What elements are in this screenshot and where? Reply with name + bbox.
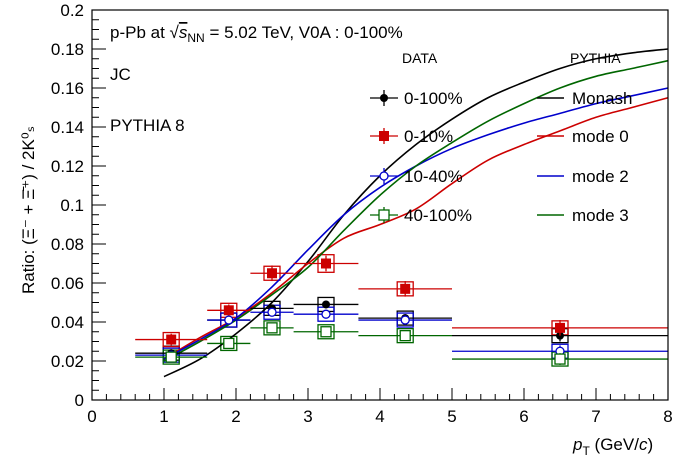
y-tick-label: 0 — [75, 391, 84, 410]
data-point-0-10- — [166, 334, 177, 345]
y-tick-label: 0.12 — [51, 157, 84, 176]
x-tick-label: 1 — [159, 407, 168, 426]
y-tick-label: 0.2 — [60, 1, 84, 20]
y-tick-label: 0.04 — [51, 313, 84, 332]
legend-label-mode-0: mode 0 — [572, 127, 629, 146]
model-curve-Monash — [163, 48, 669, 378]
data-point-40-100- — [223, 337, 235, 350]
model-curve-mode-0 — [163, 96, 669, 360]
legend-marker-40-100- — [378, 209, 390, 221]
data-point-0-10- — [223, 305, 234, 316]
data-point-0-10- — [321, 258, 331, 269]
y-tick-label: 0.08 — [51, 235, 84, 254]
data-point-0-10- — [267, 268, 277, 279]
data-point-0-10- — [400, 283, 411, 294]
model-curves — [163, 48, 669, 378]
legend-marker-10-40- — [379, 171, 389, 181]
legend: 0-100% 0-10% 10-40% 40-100% Monash mode 0 mode… — [370, 89, 632, 225]
tag-pythia8: PYTHIA 8 — [110, 116, 185, 135]
legend-label-10-40-: 10-40% — [404, 167, 463, 186]
data-points — [135, 255, 668, 365]
x-tick-label: 0 — [87, 407, 96, 426]
y-tick-label: 0.1 — [60, 196, 84, 215]
legend-model-header: PYTHIA — [570, 50, 621, 66]
y-tick-label: 0.06 — [51, 274, 84, 293]
x-axis-label: pT (GeV/c) — [572, 435, 653, 458]
data-point-40-100- — [554, 353, 566, 365]
legend-label-0-100-: 0-100% — [404, 89, 463, 108]
system-annotation: p-Pb at √sNN = 5.02 TeV, V0A : 0-100% — [110, 23, 403, 45]
data-point-10-40- — [224, 315, 234, 325]
data-point-40-100- — [266, 322, 278, 334]
legend-label-0-10-: 0-10% — [404, 127, 453, 146]
data-point-10-40- — [267, 307, 277, 317]
x-tick-label: 3 — [303, 407, 312, 426]
legend-marker-0-100- — [380, 94, 388, 102]
legend-marker-0-10- — [379, 131, 389, 141]
data-point-40-100- — [320, 326, 332, 338]
x-tick-label: 4 — [375, 407, 384, 426]
data-point-0-10- — [555, 322, 565, 333]
data-point-40-100- — [165, 351, 177, 363]
legend-label-40-100-: 40-100% — [404, 206, 472, 225]
y-axis-label: Ratio: (Ξ⁻ + Ξ̄⁺) / 2K⁰ₛ — [19, 126, 38, 294]
y-tick-label: 0.02 — [51, 352, 84, 371]
plot-frame — [91, 9, 669, 401]
tag-jc: JC — [110, 65, 131, 84]
legend-label-Monash: Monash — [572, 89, 632, 108]
x-tick-label: 6 — [519, 407, 528, 426]
x-tick-label: 5 — [447, 407, 456, 426]
legend-label-mode-2: mode 2 — [572, 167, 629, 186]
data-point-40-100- — [399, 329, 411, 342]
x-tick-label: 7 — [591, 407, 600, 426]
y-tick-label: 0.16 — [51, 79, 84, 98]
axes: 0 1 2 3 4 5 6 7 8 0 0.02 0.04 0.06 0.08 0.1 0.12 0.14 0.1… — [51, 1, 673, 426]
legend-label-mode-3: mode 3 — [572, 206, 629, 225]
x-tick-label: 8 — [663, 407, 672, 426]
model-curve-mode-3 — [163, 59, 669, 362]
legend-data-header: DATA — [402, 50, 438, 66]
y-tick-label: 0.14 — [51, 118, 84, 137]
x-tick-label: 2 — [231, 407, 240, 426]
y-tick-label: 0.18 — [51, 40, 84, 59]
data-point-10-40- — [321, 309, 331, 319]
data-point-10-40- — [400, 315, 410, 325]
data-point-0-100- — [322, 300, 330, 309]
